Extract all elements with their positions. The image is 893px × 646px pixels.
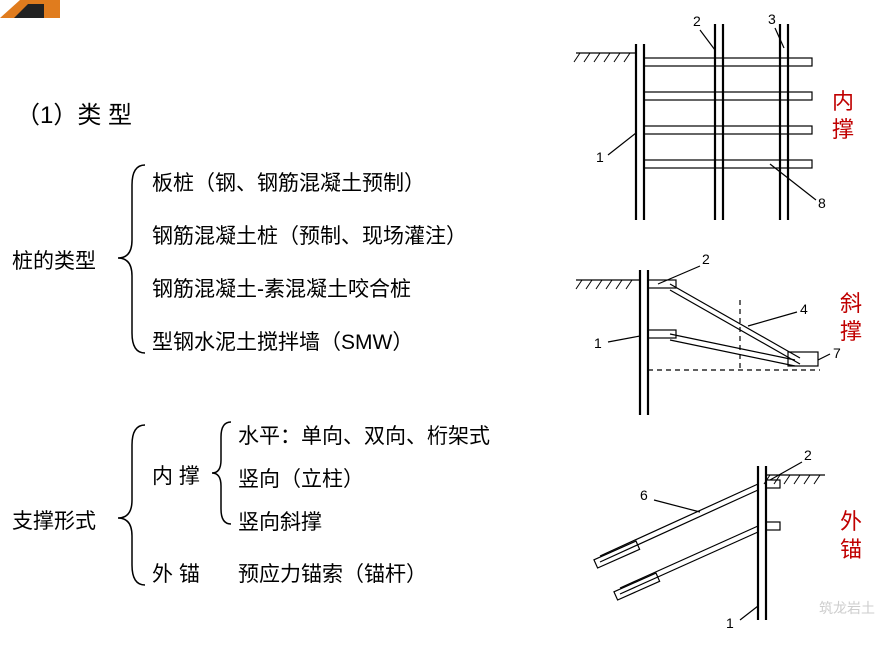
d3-n2: 2 bbox=[804, 447, 812, 463]
diagram-external-anchor: 6 2 1 bbox=[0, 0, 893, 646]
d3-n6: 6 bbox=[640, 487, 648, 503]
d3-n1: 1 bbox=[726, 615, 734, 631]
corner-decoration bbox=[0, 0, 60, 18]
watermark: 筑龙岩土 bbox=[819, 598, 875, 618]
